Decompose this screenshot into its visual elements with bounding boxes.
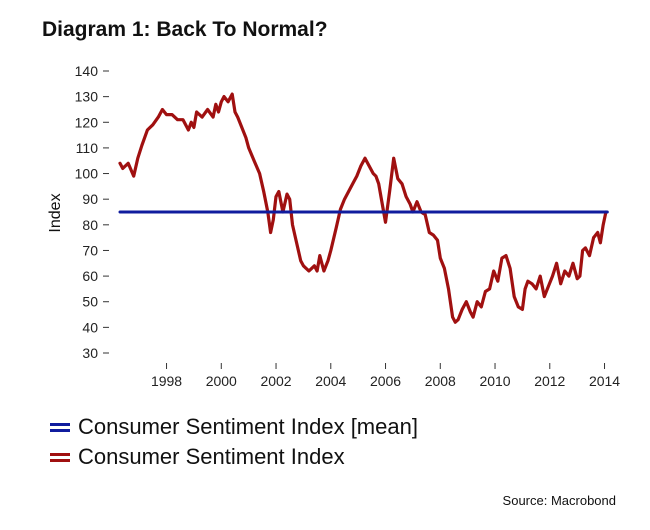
y-tick-label: 80 <box>82 217 98 233</box>
x-axis: 1998 2000 2002 2004 2006 2008 2010 2012 2014 <box>151 363 620 389</box>
y-tick-label: 60 <box>82 268 98 284</box>
x-tick-label: 2014 <box>589 373 620 389</box>
x-tick-label: 1998 <box>151 373 182 389</box>
legend-item-index: Consumer Sentiment Index <box>50 442 418 472</box>
legend-label-mean: Consumer Sentiment Index [mean] <box>78 414 418 439</box>
legend-swatch-mean <box>50 422 70 432</box>
x-tick-label: 2002 <box>260 373 291 389</box>
y-tick-label: 120 <box>75 114 99 130</box>
y-tick-label: 90 <box>82 191 98 207</box>
x-tick-label: 2010 <box>479 373 510 389</box>
y-tick-label: 110 <box>76 140 99 156</box>
y-tick-label: 130 <box>75 89 99 105</box>
y-tick-label: 70 <box>82 242 98 258</box>
y-axis: 30 40 50 60 70 80 90 100 110 120 130 140 <box>75 63 109 361</box>
y-tick-label: 140 <box>75 63 99 79</box>
legend-label-index: Consumer Sentiment Index <box>78 444 345 469</box>
y-tick-label: 50 <box>82 294 98 310</box>
legend: Consumer Sentiment Index [mean] Consumer… <box>50 412 418 472</box>
x-tick-label: 2012 <box>534 373 565 389</box>
x-tick-label: 2008 <box>425 373 456 389</box>
legend-item-mean: Consumer Sentiment Index [mean] <box>50 412 418 442</box>
series-line-index <box>118 92 608 324</box>
x-tick-label: 2006 <box>370 373 401 389</box>
x-tick-label: 2004 <box>315 373 346 389</box>
y-tick-label: 100 <box>75 166 99 182</box>
x-tick-label: 2000 <box>206 373 237 389</box>
source-note: Source: Macrobond <box>502 493 616 508</box>
series-layer <box>118 92 609 324</box>
y-tick-label: 40 <box>82 319 98 335</box>
y-tick-label: 30 <box>82 345 98 361</box>
y-axis-label: Index <box>47 193 64 232</box>
legend-swatch-index <box>50 452 70 462</box>
chart-title: Diagram 1: Back To Normal? <box>42 18 328 41</box>
